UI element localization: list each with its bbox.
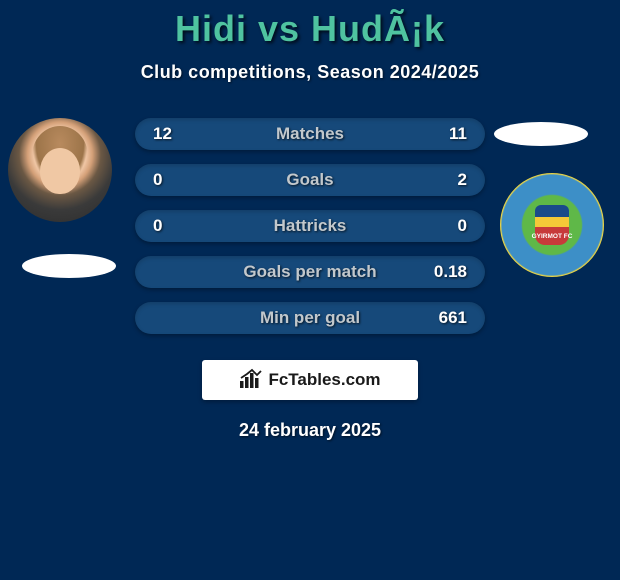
stat-row: 0 Hattricks 0	[135, 210, 485, 242]
stats-area: GYIRMOT FC 12 Matches 11 0 Goals 2 0 Hat…	[0, 118, 620, 334]
stat-right-value: 0.18	[427, 262, 467, 282]
stat-row: 0 Goals 2	[135, 164, 485, 196]
fctables-logo: FcTables.com	[202, 360, 418, 400]
stat-label: Min per goal	[260, 308, 360, 328]
stat-row: Goals per match 0.18	[135, 256, 485, 288]
flag-oval-right	[494, 122, 588, 146]
stat-left-value: 0	[153, 216, 193, 236]
player-avatar-left	[8, 118, 112, 222]
stat-left-value: 12	[153, 124, 193, 144]
club-badge-text: GYIRMOT FC	[500, 233, 604, 240]
stat-row: 12 Matches 11	[135, 118, 485, 150]
logo-text: FcTables.com	[268, 370, 380, 390]
bar-chart-icon	[239, 367, 263, 394]
stat-right-value: 11	[427, 124, 467, 144]
stat-label: Goals per match	[243, 262, 376, 282]
stat-right-value: 0	[427, 216, 467, 236]
stat-label: Matches	[276, 124, 344, 144]
stat-left-value: 0	[153, 170, 193, 190]
flag-oval-left	[22, 254, 116, 278]
date-label: 24 february 2025	[239, 420, 381, 441]
page-title: Hidi vs HudÃ¡k	[175, 8, 445, 50]
stat-row: Min per goal 661	[135, 302, 485, 334]
subtitle: Club competitions, Season 2024/2025	[141, 62, 480, 83]
stat-label: Hattricks	[274, 216, 347, 236]
stat-right-value: 2	[427, 170, 467, 190]
stat-label: Goals	[286, 170, 333, 190]
club-badge-right: GYIRMOT FC	[500, 173, 604, 277]
stat-right-value: 661	[427, 308, 467, 328]
